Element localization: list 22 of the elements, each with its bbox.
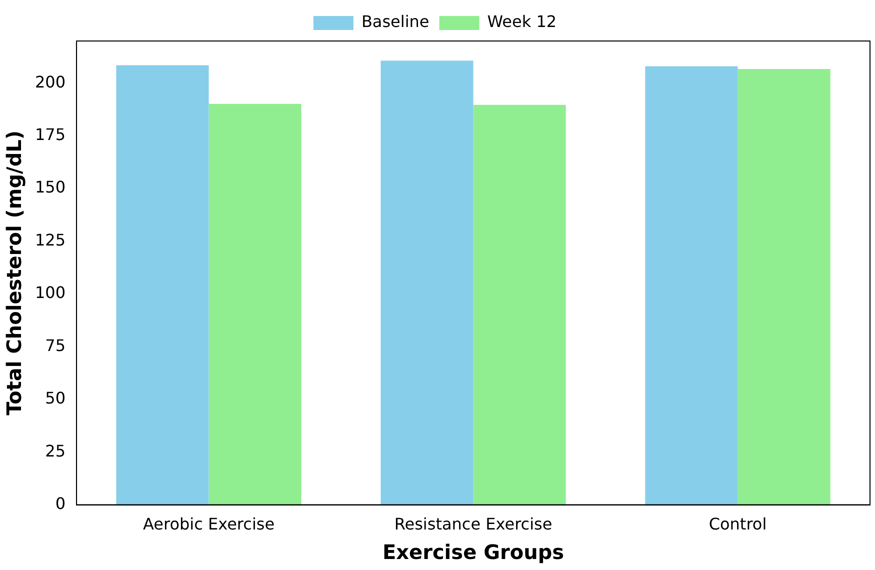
bar: [208, 104, 302, 505]
y-axis-title: Total Cholesterol (mg/dL): [2, 130, 26, 416]
y-tick-label: 125: [34, 230, 66, 250]
legend-label: Week 12: [487, 12, 557, 32]
y-tick-label: 75: [45, 336, 66, 355]
x-tick-label: Control: [708, 514, 767, 534]
legend-label: Baseline: [361, 12, 430, 32]
y-tick-label: 200: [34, 72, 66, 92]
y-tick-label: 150: [34, 178, 66, 197]
bar: [380, 60, 474, 505]
y-tick-label: 100: [34, 283, 66, 302]
y-tick-label: 0: [55, 494, 66, 513]
x-tick-label: Resistance Exercise: [394, 514, 552, 534]
bar: [738, 69, 830, 505]
y-tick-label: 25: [45, 441, 66, 460]
x-axis-title: Exercise Groups: [382, 540, 564, 564]
y-tick-label: 175: [34, 125, 66, 144]
bar: [473, 104, 566, 505]
x-tick-label: Aerobic Exercise: [142, 514, 275, 534]
y-tick-label: 50: [45, 388, 66, 408]
bar: [116, 65, 209, 505]
bar: [645, 66, 738, 505]
